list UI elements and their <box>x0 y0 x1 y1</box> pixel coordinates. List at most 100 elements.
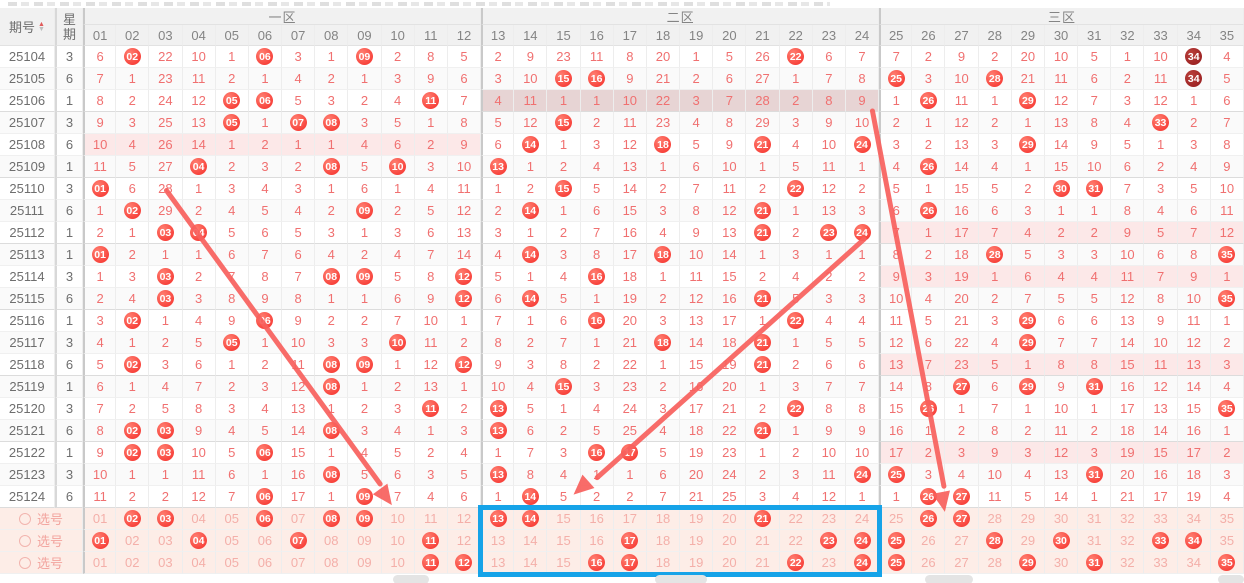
selection-number-cell[interactable]: 14 <box>514 552 548 574</box>
selection-number-cell[interactable]: 10 <box>381 508 415 530</box>
selection-number-cell[interactable]: 10 <box>381 530 415 552</box>
selection-number-cell[interactable]: 13 <box>481 530 515 552</box>
selection-number-cell[interactable]: 35 <box>1210 530 1244 552</box>
drawn-ball[interactable]: 04 <box>190 532 208 549</box>
selection-number-cell[interactable]: 11 <box>414 530 448 552</box>
selection-number-cell[interactable]: 11 <box>414 552 448 574</box>
selection-number-cell[interactable]: 17 <box>613 508 647 530</box>
selectable-number[interactable]: 32 <box>1120 511 1135 526</box>
selectable-number[interactable]: 07 <box>290 511 306 526</box>
selection-number-cell[interactable]: 19 <box>680 508 714 530</box>
selectable-number[interactable]: 21 <box>755 555 770 570</box>
selection-number-cell[interactable]: 02 <box>116 552 150 574</box>
drawn-ball[interactable]: 24 <box>853 532 871 549</box>
selection-number-cell[interactable]: 12 <box>447 530 482 552</box>
selectable-number[interactable]: 05 <box>224 555 239 570</box>
selectable-number[interactable]: 28 <box>987 555 1002 570</box>
selection-number-cell[interactable]: 08 <box>315 508 349 530</box>
selection-number-cell[interactable]: 25 <box>879 530 913 552</box>
selectable-number[interactable]: 33 <box>1153 555 1168 570</box>
selection-number-cell[interactable]: 08 <box>315 552 349 574</box>
selection-number-cell[interactable]: 32 <box>1111 508 1145 530</box>
selection-number-cell[interactable]: 26 <box>912 530 946 552</box>
selection-number-cell[interactable]: 28 <box>978 552 1012 574</box>
selectable-number[interactable]: 16 <box>589 511 604 526</box>
drawn-ball[interactable]: 34 <box>1185 532 1203 549</box>
selection-number-cell[interactable]: 19 <box>680 552 714 574</box>
selectable-number[interactable]: 18 <box>655 511 671 526</box>
selection-number-cell[interactable]: 09 <box>348 508 382 530</box>
selection-number-cell[interactable]: 17 <box>613 530 647 552</box>
selection-number-cell[interactable]: 29 <box>1011 508 1045 530</box>
selection-number-cell[interactable]: 27 <box>945 552 979 574</box>
selectable-number[interactable]: 01 <box>92 555 108 570</box>
selectable-number[interactable]: 23 <box>821 511 837 526</box>
selectable-number[interactable]: 30 <box>1053 555 1069 570</box>
selectable-number[interactable]: 33 <box>1153 511 1168 526</box>
selectable-number[interactable]: 32 <box>1120 555 1135 570</box>
selection-number-cell[interactable]: 34 <box>1177 552 1211 574</box>
selection-number-cell[interactable]: 30 <box>1044 530 1079 552</box>
drawn-ball[interactable]: 26 <box>919 510 937 527</box>
selection-number-cell[interactable]: 22 <box>779 530 813 552</box>
selection-number-cell[interactable]: 18 <box>646 508 681 530</box>
issue-column-header[interactable]: 期号 ▲ ▼ <box>0 8 55 46</box>
selection-number-cell[interactable]: 25 <box>879 508 913 530</box>
drawn-ball[interactable]: 25 <box>887 554 905 571</box>
selection-number-cell[interactable]: 16 <box>580 530 614 552</box>
drawn-ball[interactable]: 01 <box>91 532 109 549</box>
selectable-number[interactable]: 22 <box>788 511 803 526</box>
selectable-number[interactable]: 27 <box>954 533 969 548</box>
selection-number-cell[interactable]: 32 <box>1111 530 1145 552</box>
selectable-number[interactable]: 02 <box>125 555 140 570</box>
selection-number-cell[interactable]: 17 <box>613 552 647 574</box>
drawn-ball[interactable]: 17 <box>621 532 639 549</box>
selection-number-cell[interactable]: 16 <box>580 508 614 530</box>
selection-number-cell[interactable]: 03 <box>149 530 183 552</box>
selection-number-cell[interactable]: 24 <box>845 508 880 530</box>
selection-number-cell[interactable]: 33 <box>1144 530 1178 552</box>
radio-button[interactable] <box>18 512 31 525</box>
selection-number-cell[interactable]: 04 <box>182 530 216 552</box>
selection-number-cell[interactable]: 34 <box>1177 508 1211 530</box>
selection-number-cell[interactable]: 15 <box>547 530 581 552</box>
selectable-number[interactable]: 20 <box>722 533 737 548</box>
selectable-number[interactable]: 05 <box>224 511 239 526</box>
selection-number-cell[interactable]: 20 <box>713 508 747 530</box>
selection-number-cell[interactable]: 09 <box>348 552 382 574</box>
drawn-ball[interactable]: 27 <box>953 510 971 527</box>
selectable-number[interactable]: 19 <box>688 511 704 526</box>
radio-button[interactable] <box>18 556 31 569</box>
drawn-ball[interactable]: 02 <box>123 510 141 527</box>
selection-number-cell[interactable]: 31 <box>1078 508 1112 530</box>
selectable-number[interactable]: 11 <box>424 511 438 526</box>
selection-number-cell[interactable]: 18 <box>646 552 681 574</box>
selectable-number[interactable]: 15 <box>556 511 571 526</box>
selection-number-cell[interactable]: 23 <box>812 552 846 574</box>
selectable-number[interactable]: 34 <box>1186 511 1201 526</box>
selectable-number[interactable]: 16 <box>589 533 604 548</box>
selection-number-cell[interactable]: 04 <box>182 508 216 530</box>
selection-number-cell[interactable]: 12 <box>447 552 482 574</box>
selection-number-cell[interactable]: 03 <box>149 552 183 574</box>
drawn-ball[interactable]: 14 <box>521 510 539 527</box>
selectable-number[interactable]: 03 <box>158 533 173 548</box>
drawn-ball[interactable]: 29 <box>1019 554 1037 571</box>
selectable-number[interactable]: 17 <box>622 511 638 526</box>
selection-number-cell[interactable]: 10 <box>381 552 415 574</box>
drawn-ball[interactable]: 11 <box>422 554 440 571</box>
drawn-ball[interactable]: 31 <box>1085 554 1103 571</box>
sort-icon[interactable]: ▲ ▼ <box>38 21 45 33</box>
selectable-number[interactable]: 35 <box>1219 533 1235 548</box>
selectable-number[interactable]: 21 <box>755 533 770 548</box>
selection-number-cell[interactable]: 33 <box>1144 552 1178 574</box>
selectable-number[interactable]: 04 <box>191 511 206 526</box>
selection-number-cell[interactable]: 22 <box>779 508 813 530</box>
selectable-number[interactable]: 34 <box>1186 555 1201 570</box>
selection-number-cell[interactable]: 20 <box>713 530 747 552</box>
drawn-ball[interactable]: 08 <box>322 510 340 527</box>
selection-number-cell[interactable]: 32 <box>1111 552 1145 574</box>
selection-number-cell[interactable]: 18 <box>646 530 681 552</box>
selectable-number[interactable]: 14 <box>523 555 538 570</box>
selectable-number[interactable]: 15 <box>556 533 571 548</box>
